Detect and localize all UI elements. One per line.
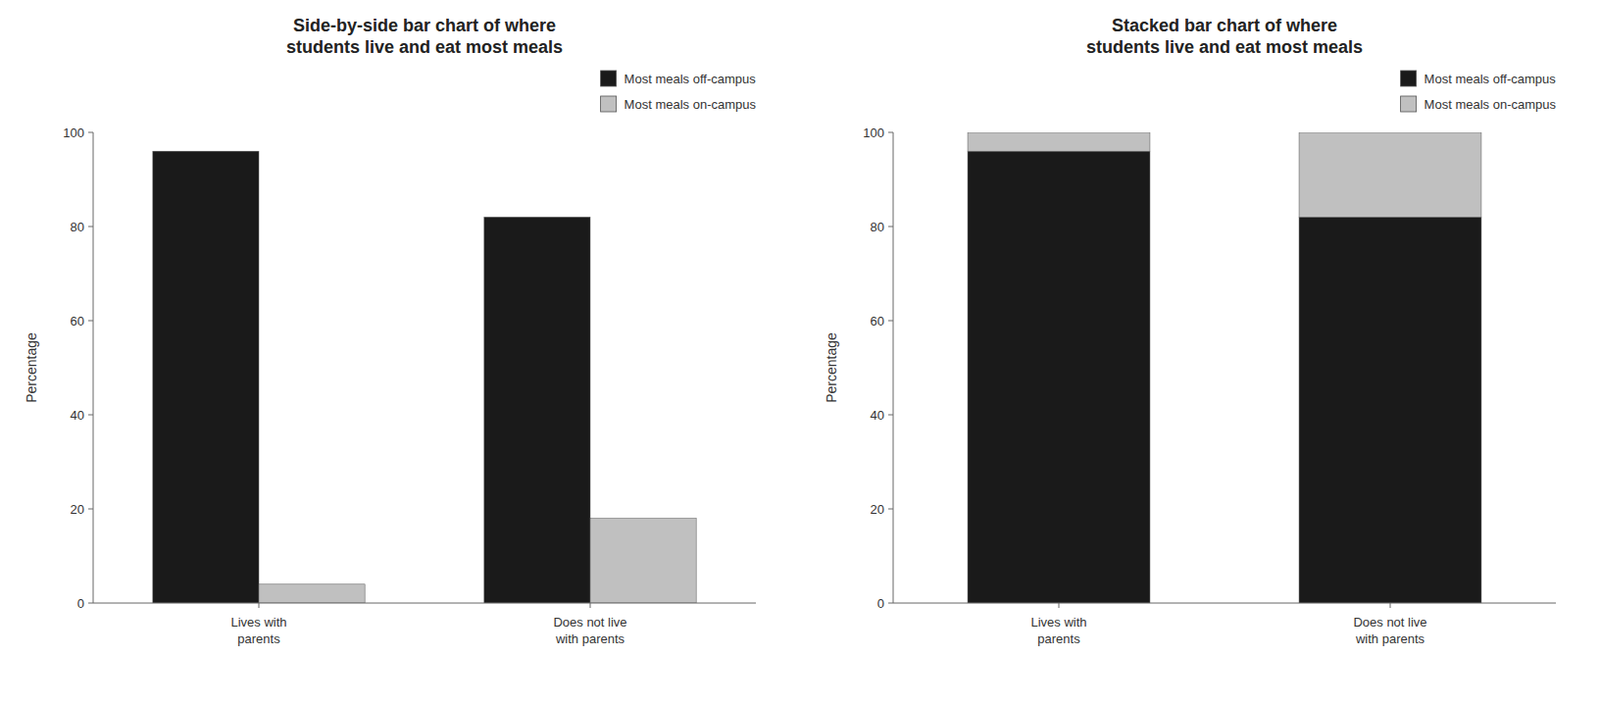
x-axis-line (93, 602, 756, 604)
x-tick (590, 602, 592, 608)
chart-title: Side-by-side bar chart of wherestudents … (286, 15, 563, 57)
y-tick-label: 40 (870, 407, 885, 423)
chart-panel: Stacked bar chart of wherestudents live … (823, 15, 1556, 647)
bar-segment (1299, 132, 1482, 217)
y-tick (888, 132, 894, 134)
y-tick (88, 320, 94, 322)
text-line: Does not live (552, 614, 627, 630)
y-axis-line (893, 132, 895, 603)
bar (590, 518, 697, 603)
y-tick-label: 60 (70, 313, 85, 329)
bars (152, 150, 697, 603)
text-line: Lives with (1030, 614, 1087, 630)
legend-swatch (600, 70, 617, 87)
background (0, 0, 1600, 706)
y-tick (88, 226, 94, 228)
text-line: parents (1037, 631, 1081, 647)
x-axis-line (893, 602, 1556, 604)
text-line: students live and eat most meals (286, 37, 563, 57)
x-tick (1058, 602, 1060, 608)
y-tick-label: 0 (877, 596, 885, 611)
legend-swatch (1400, 70, 1417, 87)
text-line: students live and eat most meals (1086, 37, 1363, 57)
bar-segment (967, 132, 1150, 151)
y-tick-label: 20 (870, 501, 885, 517)
text-line: Stacked bar chart of where (1111, 15, 1338, 36)
x-tick (1390, 602, 1392, 608)
text-line: with parents (1354, 631, 1426, 647)
text-line: Side-by-side bar chart of where (293, 15, 556, 36)
legend-label: Most meals on-campus (624, 97, 757, 112)
y-tick-label: 60 (870, 313, 885, 329)
bar (258, 584, 365, 603)
y-tick-label: 80 (870, 219, 885, 235)
x-tick-label: Does not livewith parents (1352, 614, 1427, 647)
y-tick (88, 132, 94, 134)
x-tick-label: Lives withparents (230, 614, 287, 647)
legend-swatch (1400, 96, 1417, 112)
y-axis-line (93, 132, 95, 603)
y-axis-label: Percentage (823, 332, 840, 403)
x-tick-label: Lives withparents (1030, 614, 1087, 647)
bar (152, 150, 259, 603)
legend-swatch (600, 96, 617, 112)
y-tick-label: 40 (70, 407, 85, 423)
text-line: parents (237, 631, 281, 647)
legend-label: Most meals on-campus (1424, 97, 1557, 112)
bar (484, 216, 591, 603)
x-tick (258, 602, 260, 608)
text-line: with parents (554, 631, 626, 647)
bar-segment (1299, 216, 1482, 603)
x-tick-label: Does not livewith parents (552, 614, 627, 647)
y-tick-label: 100 (62, 125, 85, 141)
y-tick (888, 226, 894, 228)
y-tick (888, 414, 894, 416)
y-axis-label: Percentage (23, 332, 40, 403)
y-tick (888, 602, 894, 604)
legend: Most meals off-campus Most meals on-campu… (600, 70, 757, 112)
chart-title: Stacked bar chart of wherestudents live … (1086, 15, 1363, 57)
y-tick-label: 100 (862, 125, 885, 141)
bars (967, 132, 1482, 603)
y-tick-label: 0 (77, 596, 85, 611)
y-tick-label: 20 (70, 501, 85, 517)
y-tick (88, 602, 94, 604)
text-line: Does not live (1352, 614, 1427, 630)
y-tick-label: 80 (70, 219, 85, 235)
y-tick (88, 414, 94, 416)
bar-segment (967, 150, 1150, 603)
text-line: Lives with (230, 614, 287, 630)
y-tick (888, 508, 894, 510)
y-tick (88, 508, 94, 510)
figure: Side-by-side bar chart of wherestudents … (0, 0, 1600, 706)
legend: Most meals off-campus Most meals on-campu… (1400, 70, 1557, 112)
y-tick (888, 320, 894, 322)
legend-label: Most meals off-campus (1424, 71, 1557, 87)
legend-label: Most meals off-campus (624, 71, 757, 87)
chart-panel: Side-by-side bar chart of wherestudents … (23, 15, 756, 647)
